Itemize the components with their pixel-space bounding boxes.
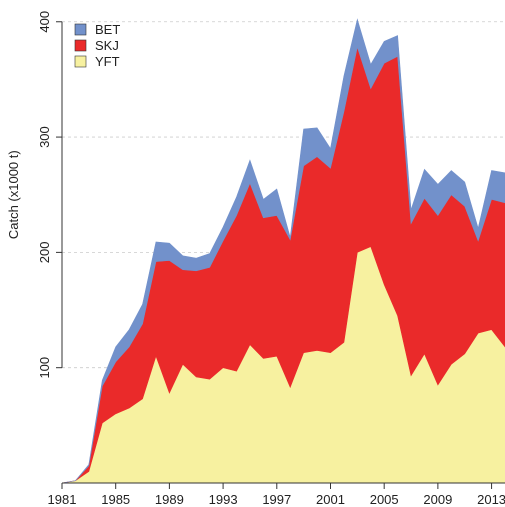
legend-swatch-skj [74,39,87,52]
x-axis-ticks: 1981 1985 1989 1993 1997 2001 2005 2009 2013 [48,483,505,507]
y-tick-label: 100 [37,357,52,379]
y-axis-label: Catch (x1000 t) [6,150,21,239]
area-bet [61,18,505,484]
x-tick-label: 1993 [209,492,238,507]
y-tick-label: 400 [37,11,52,33]
x-tick-label: 1985 [101,492,130,507]
area-layers [61,18,505,484]
x-tick-label: 1997 [262,492,291,507]
legend-label-bet: BET [95,22,120,37]
x-tick-label: 2001 [316,492,345,507]
y-tick-label: 200 [37,242,52,264]
legend-label-skj: SKJ [95,38,119,53]
legend-swatch-bet [74,23,87,36]
x-tick-label: 1989 [155,492,184,507]
y-axis-ticks: 100 200 300 400 [37,11,62,379]
x-tick-label: 2005 [370,492,399,507]
x-tick-label: 2009 [423,492,452,507]
x-tick-label: 2013 [477,492,505,507]
legend-label-yft: YFT [95,54,120,69]
x-tick-label: 1981 [48,492,77,507]
y-tick-label: 300 [37,126,52,148]
legend-swatch-yft [74,55,87,68]
